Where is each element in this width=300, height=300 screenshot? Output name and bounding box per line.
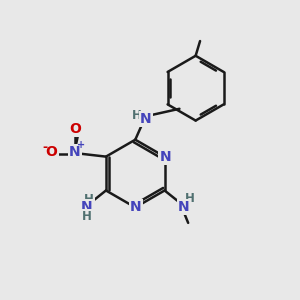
Text: H: H (84, 193, 94, 206)
Text: N: N (69, 145, 81, 159)
Text: N: N (178, 200, 190, 214)
Text: N: N (81, 200, 93, 214)
Text: N: N (130, 200, 142, 214)
Text: H: H (132, 109, 142, 122)
Text: O: O (69, 122, 81, 136)
Text: H: H (185, 192, 195, 205)
Text: H: H (82, 210, 92, 223)
Text: N: N (140, 112, 152, 126)
Text: N: N (159, 150, 171, 164)
Text: +: + (77, 140, 86, 150)
Text: O: O (46, 145, 57, 159)
Text: -: - (42, 141, 48, 154)
